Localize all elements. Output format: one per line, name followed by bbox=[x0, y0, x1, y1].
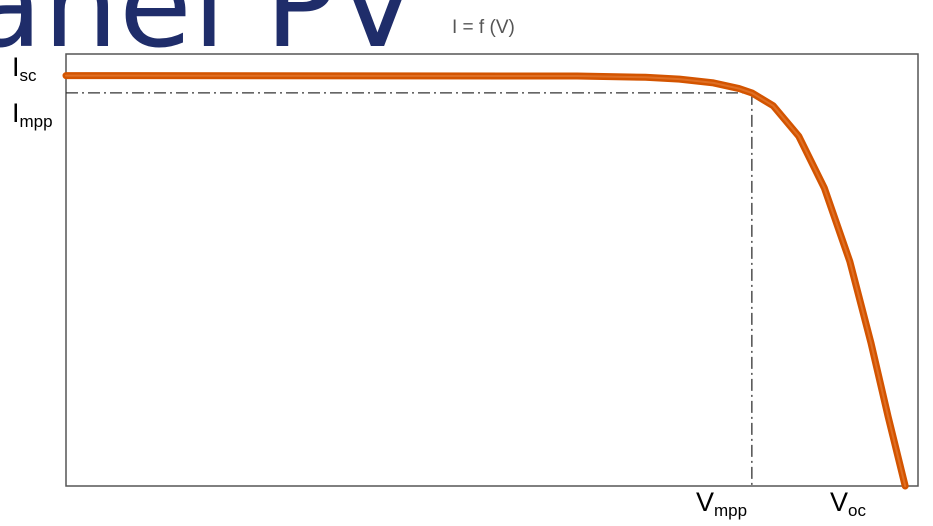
plot-frame bbox=[65, 53, 919, 487]
y-tick-impp: Impp bbox=[12, 98, 53, 131]
x-tick-vmpp: Vmpp bbox=[696, 487, 748, 520]
x-tick-voc: Voc bbox=[830, 487, 866, 520]
y-tick-isc: Isc bbox=[12, 52, 37, 85]
iv-curve-series bbox=[62, 72, 909, 490]
chart-title: I = f (V) bbox=[452, 17, 515, 38]
iv-curve-highlight bbox=[65, 74, 907, 487]
